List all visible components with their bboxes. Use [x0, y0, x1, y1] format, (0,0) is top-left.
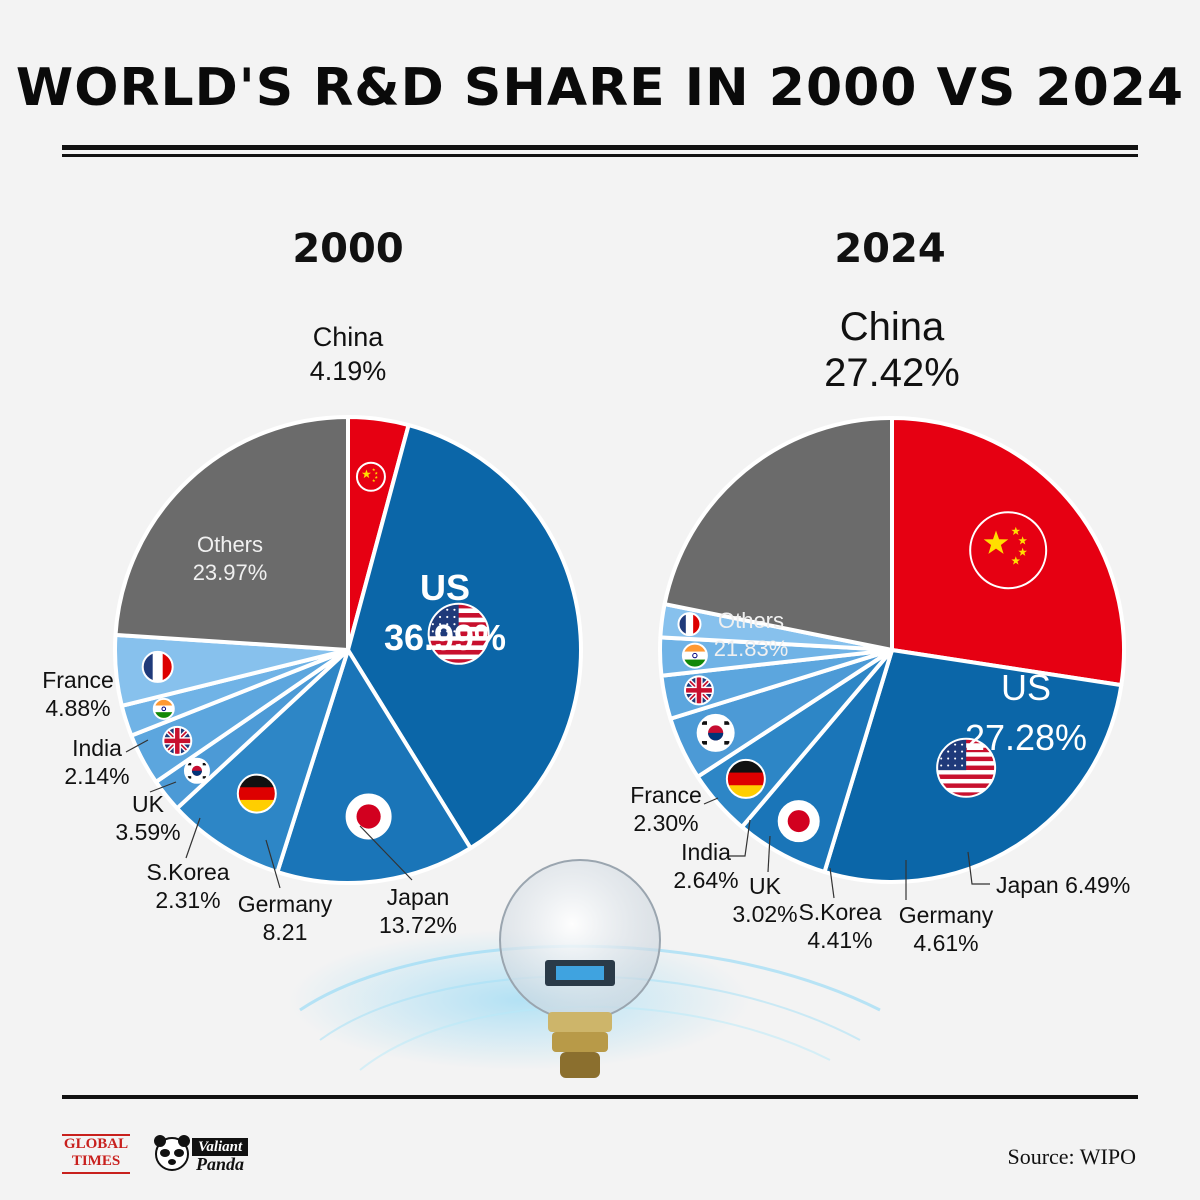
leader-line-india-2024 — [728, 819, 751, 857]
india-name-2000: India — [72, 735, 122, 761]
india-value-2000: 2.14% — [64, 763, 129, 789]
others-label-2000: Others — [197, 532, 263, 557]
germany-value-2000: 8.21 — [263, 919, 308, 945]
korea-flag-icon — [183, 757, 210, 784]
source-note: Source: WIPO — [1007, 1144, 1136, 1169]
leader-line-japan-2024 — [967, 851, 990, 885]
others-value-2000: 23.97% — [193, 560, 268, 585]
france-value-2024: 2.30% — [633, 810, 698, 836]
year-2000-label: 2000 — [292, 226, 404, 272]
leader-line-india-2000 — [125, 739, 149, 753]
leader-line-s-korea-2024 — [829, 867, 835, 899]
china-name-2000: China — [313, 322, 385, 352]
leader-line-japan-2000 — [359, 825, 413, 881]
slice-japan-2000 — [275, 648, 473, 885]
japan-label-2024: Japan 6.49% — [996, 872, 1130, 898]
others-value-2024: 21.83% — [714, 636, 789, 661]
lightbulb-illustration — [290, 859, 881, 1078]
germany-name-2024: Germany — [899, 902, 994, 928]
leader-line-uk-2000 — [149, 781, 177, 793]
india-flag-icon — [152, 697, 175, 720]
france-value-2000: 4.88% — [45, 695, 110, 721]
s-korea-name-2024: S.Korea — [798, 899, 881, 925]
us-value-2024: 27.28% — [965, 717, 1087, 758]
india-name-2024: India — [681, 839, 731, 865]
leader-line-france-2024 — [703, 797, 719, 805]
leader-line-uk-2024 — [767, 835, 771, 873]
title-rule-thin — [62, 154, 1138, 157]
us-value-2000: 36.99% — [384, 617, 506, 658]
uk-flag-icon — [162, 725, 193, 756]
title-rule — [62, 145, 1138, 150]
japan-flag-icon — [777, 800, 820, 843]
china-name-2024: China — [840, 305, 945, 349]
pie-2000: US 36.99% Others 23.97% China 4.19% Japan13.72… — [42, 322, 583, 945]
china-flag-icon — [969, 511, 1048, 590]
slice-germany-2000 — [175, 648, 350, 875]
uk-value-2000: 3.59% — [115, 819, 180, 845]
france-flag-icon — [677, 612, 702, 637]
panda-logo-text: Panda — [196, 1154, 245, 1174]
japan-name-2000: Japan — [387, 884, 450, 910]
us-flag-icon — [427, 602, 490, 665]
uk-flag-icon — [683, 675, 714, 706]
france-flag-icon — [141, 650, 174, 683]
global-times-logo: GLOBAL TIMES — [62, 1134, 130, 1174]
slice-others-2000 — [113, 415, 350, 652]
us-label-2000: US — [420, 567, 470, 608]
page-title: WORLD'S R&D SHARE IN 2000 VS 2024 — [15, 58, 1185, 118]
korea-flag-icon — [696, 713, 735, 752]
germany-flag-icon — [725, 758, 766, 799]
uk-name-2024: UK — [749, 873, 782, 899]
slice-others-2024 — [662, 416, 894, 652]
valiant-logo-text: Valiant — [192, 1138, 249, 1156]
leader-line-s-korea-2000 — [185, 817, 201, 859]
china-flag-icon — [355, 461, 386, 492]
germany-value-2024: 4.61% — [913, 930, 978, 956]
others-label-2024: Others — [718, 608, 784, 633]
china-value-2000: 4.19% — [310, 356, 387, 386]
india-value-2024: 2.64% — [673, 867, 738, 893]
germany-name-2000: Germany — [238, 891, 333, 917]
france-name-2024: France — [630, 782, 702, 808]
uk-name-2000: UK — [132, 791, 165, 817]
year-2024-label: 2024 — [834, 226, 946, 272]
panda-icon — [154, 1135, 190, 1171]
s-korea-value-2024: 4.41% — [807, 927, 872, 953]
japan-value-2000: 13.72% — [379, 912, 457, 938]
china-value-2024: 27.42% — [824, 351, 960, 395]
france-name-2000: France — [42, 667, 114, 693]
s-korea-value-2000: 2.31% — [155, 887, 220, 913]
uk-value-2024: 3.02% — [732, 901, 797, 927]
germany-flag-icon — [236, 773, 277, 814]
japan-flag-icon — [345, 793, 392, 840]
leader-line-germany-2000 — [265, 839, 281, 889]
japan-value-2024: 6.49% — [1065, 872, 1130, 898]
japan-name-2024: Japan — [996, 872, 1059, 898]
us-label-2024: US — [1001, 667, 1051, 708]
s-korea-name-2000: S.Korea — [146, 859, 229, 885]
india-flag-icon — [681, 642, 708, 669]
footer-rule — [62, 1095, 1138, 1099]
